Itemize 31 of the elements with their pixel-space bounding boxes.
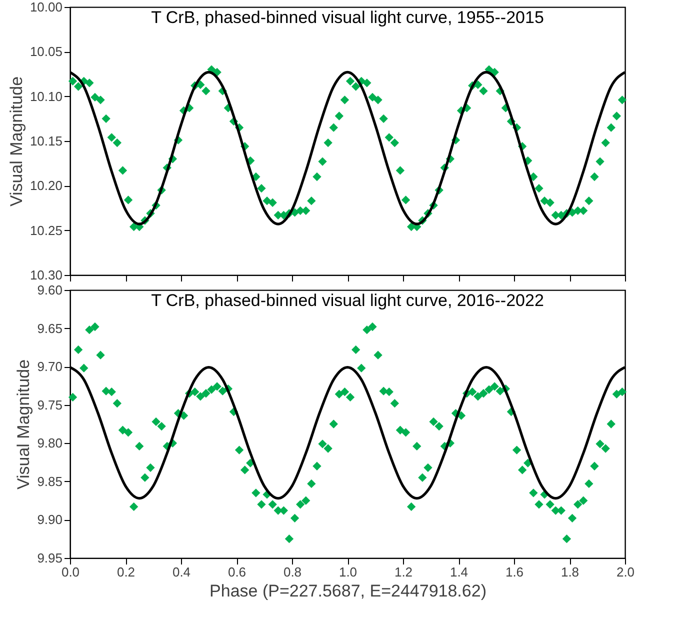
y-tick-label: 9.85 [37, 474, 62, 489]
y-tick-label: 9.90 [37, 512, 62, 528]
x-tick-label: 0.4 [172, 564, 191, 580]
x-tick-label: 1.2 [394, 564, 413, 580]
y-axis-title: Visual Magnitude [6, 76, 26, 207]
x-tick-label: 1.6 [505, 564, 524, 580]
y-tick-label: 9.80 [37, 436, 62, 451]
y-axis-title: Visual Magnitude [14, 359, 34, 490]
chart-title: T CrB, phased-binned visual light curve, 1955--2015 [151, 8, 544, 27]
y-tick-label: 9.70 [37, 359, 62, 374]
x-tick-label: 0.0 [61, 564, 80, 580]
x-tick-label: 1.4 [450, 564, 468, 580]
x-tick-label: 0.8 [283, 564, 302, 580]
chart-title: T CrB, phased-binned visual light curve, 2016--2022 [151, 291, 544, 310]
x-tick-label: 0.6 [228, 564, 246, 580]
y-tick-label: 10.20 [30, 178, 62, 194]
y-tick-label: 9.60 [37, 282, 62, 298]
y-tick-label: 10.05 [30, 44, 62, 60]
y-tick-label: 10.00 [30, 0, 62, 14]
y-tick-label: 9.65 [37, 320, 62, 336]
y-tick-label: 9.95 [37, 550, 62, 566]
y-tick-label: 10.25 [30, 222, 62, 238]
y-tick-label: 10.10 [30, 88, 62, 104]
x-tick-label: 1.0 [338, 564, 358, 580]
x-axis-title: Phase (P=227.5687, E=2447918.62) [210, 582, 486, 600]
y-tick-label: 10.30 [30, 268, 62, 282]
x-tick-label: 0.2 [116, 564, 136, 580]
x-tick-label: 2.0 [616, 564, 635, 580]
x-tick-label: 1.8 [560, 564, 580, 580]
y-tick-label: 9.75 [37, 397, 62, 412]
y-tick-label: 10.15 [30, 134, 62, 148]
